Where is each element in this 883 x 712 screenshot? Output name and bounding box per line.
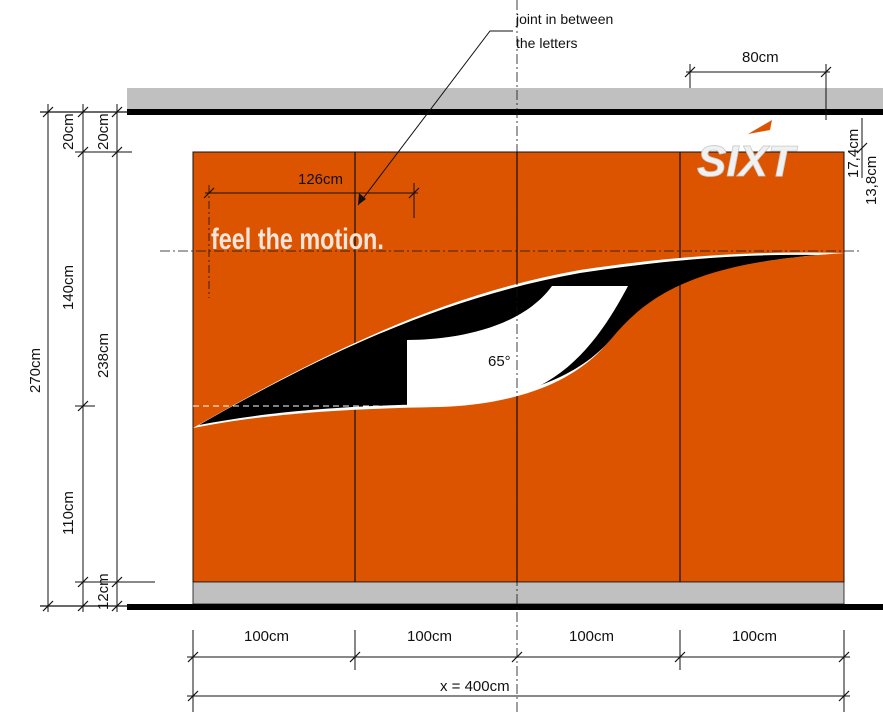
panel-width-label-2: 100cm <box>407 628 452 645</box>
total-height-label: 270cm <box>27 348 44 393</box>
slogan-width-label: 126cm <box>298 171 343 188</box>
angle-label: 65° <box>488 353 511 370</box>
tick-total-bottom <box>42 600 54 612</box>
top-gap-inner-label: 20cm <box>95 113 112 150</box>
bottom-rail <box>192 581 845 605</box>
slogan-text: feel the motion. <box>211 222 384 255</box>
tick-panel-upper <box>111 146 123 158</box>
tick-panel-top <box>111 106 123 118</box>
tick-upper-base <box>77 576 89 588</box>
panel-tick-5 <box>838 651 850 663</box>
tick-panel-bottom <box>111 600 123 612</box>
panel-tick-3 <box>511 651 523 663</box>
top-rail <box>127 88 883 109</box>
joint-note-line1: joint in between <box>515 11 613 27</box>
total-width-tick-right <box>838 690 850 702</box>
joint-leader-arrow-icon <box>358 193 366 205</box>
joint-leader-line <box>357 30 513 206</box>
logo-width-tick-right <box>820 66 832 78</box>
panel-width-label-3: 100cm <box>569 628 614 645</box>
slogan-width-tick-left <box>203 187 215 199</box>
top-gap-outer-label: 20cm <box>60 113 77 150</box>
swoosh-eye <box>407 286 628 406</box>
logo-width-tick-left <box>684 66 696 78</box>
base-height-label: 12cm <box>95 573 112 610</box>
sixt-logo: SIXT <box>697 137 798 186</box>
joint-note-line2: the letters <box>516 35 577 51</box>
logo-accent-icon <box>748 120 772 134</box>
top-beam <box>127 109 883 115</box>
panel-width-label-4: 100cm <box>732 628 777 645</box>
lower-height-label: 110cm <box>60 491 77 535</box>
slogan-width-tick-right <box>408 187 420 199</box>
total-width-label: x = 400cm <box>440 678 510 695</box>
panel-tick-2 <box>349 651 361 663</box>
logo-height-label-b: 13,8cm <box>863 156 880 205</box>
panel-width-label-1: 100cm <box>244 628 289 645</box>
panel-tick-4 <box>674 651 686 663</box>
tick-total-top <box>42 106 54 118</box>
panel-tick-1 <box>187 651 199 663</box>
tick-upper-top <box>77 106 89 118</box>
total-width-tick-left <box>187 690 199 702</box>
graphic-height-label: 140cm <box>60 265 77 310</box>
logo-height-tick <box>856 142 868 154</box>
tick-upper-bottom <box>77 600 89 612</box>
panel-height-label: 238cm <box>95 333 112 378</box>
tick-panel-base <box>111 576 123 588</box>
logo-width-label: 80cm <box>742 49 779 66</box>
tick-upper-panel <box>77 146 89 158</box>
bottom-beam <box>127 604 883 610</box>
logo-height-label-a: 17,4cm <box>845 129 862 178</box>
tick-upper-mid <box>77 400 89 412</box>
